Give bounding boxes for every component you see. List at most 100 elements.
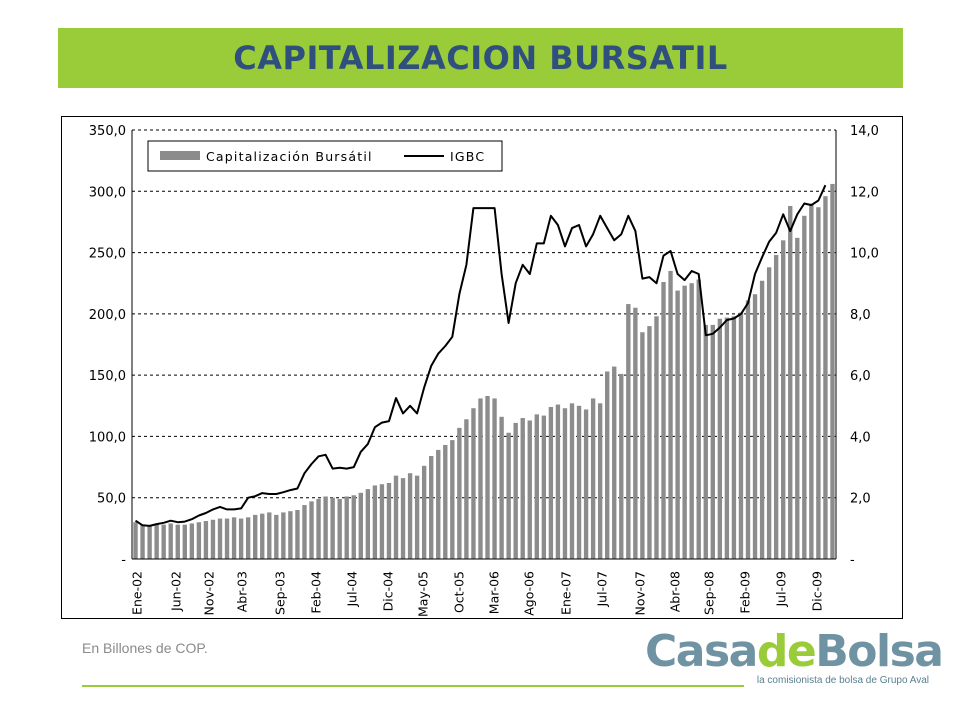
bar — [147, 525, 152, 559]
bar — [309, 501, 314, 559]
bar — [365, 489, 371, 559]
bar — [696, 279, 701, 559]
logo-tagline: la comisionista de bolsa de Grupo Aval — [756, 675, 929, 686]
bar — [773, 255, 779, 559]
bar — [724, 317, 730, 559]
chart: - 50,0 100,0 150,0 200,0 250,0 300,0 350,0 - 2,0 4… — [89, 124, 879, 617]
bar — [386, 483, 392, 559]
title-bar: CAPITALIZACION BURSATIL — [58, 28, 903, 88]
bar — [175, 524, 180, 559]
y-right-tick-label: 14,0 — [850, 124, 879, 139]
bar — [710, 324, 715, 559]
bar — [393, 475, 399, 559]
bar — [358, 492, 363, 559]
casadebolsa-logo: CasadeBolsa la comisionista de bolsa de … — [645, 630, 944, 688]
bar — [245, 517, 251, 559]
bar — [161, 524, 166, 559]
y-left-tick-label: 300,0 — [89, 185, 126, 200]
x-tick-label: Oct-05 — [452, 571, 467, 613]
x-tick-label: Ago-06 — [522, 571, 537, 616]
bar — [323, 496, 328, 559]
logo-wordmark: CasadeBolsa — [645, 630, 944, 674]
bar — [802, 215, 807, 560]
x-tick-label: Dic-09 — [810, 571, 825, 611]
legend-label-capitalizacion: Capitalización Bursátil — [206, 149, 373, 164]
bar — [823, 196, 828, 559]
bar — [203, 521, 209, 559]
bar — [464, 419, 469, 559]
y-left-tick-label: - — [121, 553, 126, 568]
bar — [238, 518, 244, 559]
x-tick-label: Jul-07 — [595, 571, 610, 608]
bar — [260, 513, 265, 559]
bar — [450, 440, 455, 559]
bar — [781, 240, 786, 560]
bar — [407, 473, 413, 559]
bar — [541, 415, 547, 559]
x-tick-label: Mar-06 — [487, 571, 502, 614]
y-right-tick-label: 2,0 — [850, 492, 871, 507]
bar — [253, 514, 258, 559]
bar — [344, 496, 349, 559]
bar — [766, 267, 772, 559]
bar — [745, 300, 751, 559]
bar — [506, 432, 511, 559]
bar — [196, 522, 202, 559]
bar — [605, 371, 610, 559]
bar — [182, 524, 187, 559]
x-tick-label: Feb-09 — [738, 571, 753, 614]
bar — [295, 509, 300, 559]
y-right-tick-label: 8,0 — [850, 308, 871, 323]
bar — [534, 414, 539, 559]
x-tick-label: Ene-07 — [559, 571, 574, 615]
bar — [569, 403, 575, 559]
logo-part-2: de — [756, 626, 817, 677]
bar — [738, 312, 744, 559]
bar — [400, 478, 406, 559]
igbc-line — [134, 184, 827, 527]
bar — [499, 416, 504, 559]
footnote: En Billones de COP. — [82, 640, 208, 656]
bar — [379, 484, 385, 559]
bar — [703, 324, 708, 559]
bar — [752, 294, 758, 559]
bar — [471, 408, 476, 559]
bar — [429, 456, 434, 559]
bar — [640, 332, 645, 559]
x-tick-label: Ene-02 — [130, 571, 145, 615]
y-left-tick-label: 50,0 — [97, 492, 126, 507]
bar — [492, 398, 497, 559]
x-tick-label: Feb-04 — [309, 571, 324, 614]
bar — [436, 449, 441, 559]
bar — [682, 285, 687, 559]
bar — [675, 290, 680, 559]
bar — [548, 407, 554, 559]
bar — [809, 203, 814, 559]
bar — [555, 404, 561, 559]
bar — [527, 420, 532, 559]
x-tick-label: Sep-03 — [273, 571, 288, 615]
x-tick-label: Abr-03 — [235, 571, 250, 612]
bar — [626, 304, 631, 559]
bar — [337, 498, 342, 559]
bar — [830, 183, 835, 559]
bar — [421, 465, 427, 559]
x-tick-label: Nov-07 — [633, 571, 648, 615]
bar — [274, 514, 279, 559]
bar — [590, 398, 596, 559]
x-tick-label: May-05 — [416, 571, 431, 617]
bar — [816, 207, 821, 559]
bar — [647, 326, 652, 559]
bar — [478, 398, 483, 559]
y-left-tick-label: 350,0 — [89, 124, 126, 139]
x-tick-label: Dic-04 — [381, 571, 396, 611]
bar — [302, 505, 307, 559]
bar — [513, 422, 518, 559]
bar — [633, 307, 638, 559]
bar — [485, 395, 490, 559]
x-tick-label: Sep-08 — [702, 571, 717, 615]
bar — [210, 519, 216, 559]
y-left-tick-label: 150,0 — [89, 369, 126, 384]
bar — [267, 512, 272, 559]
y-right-tick-label: - — [850, 553, 855, 568]
